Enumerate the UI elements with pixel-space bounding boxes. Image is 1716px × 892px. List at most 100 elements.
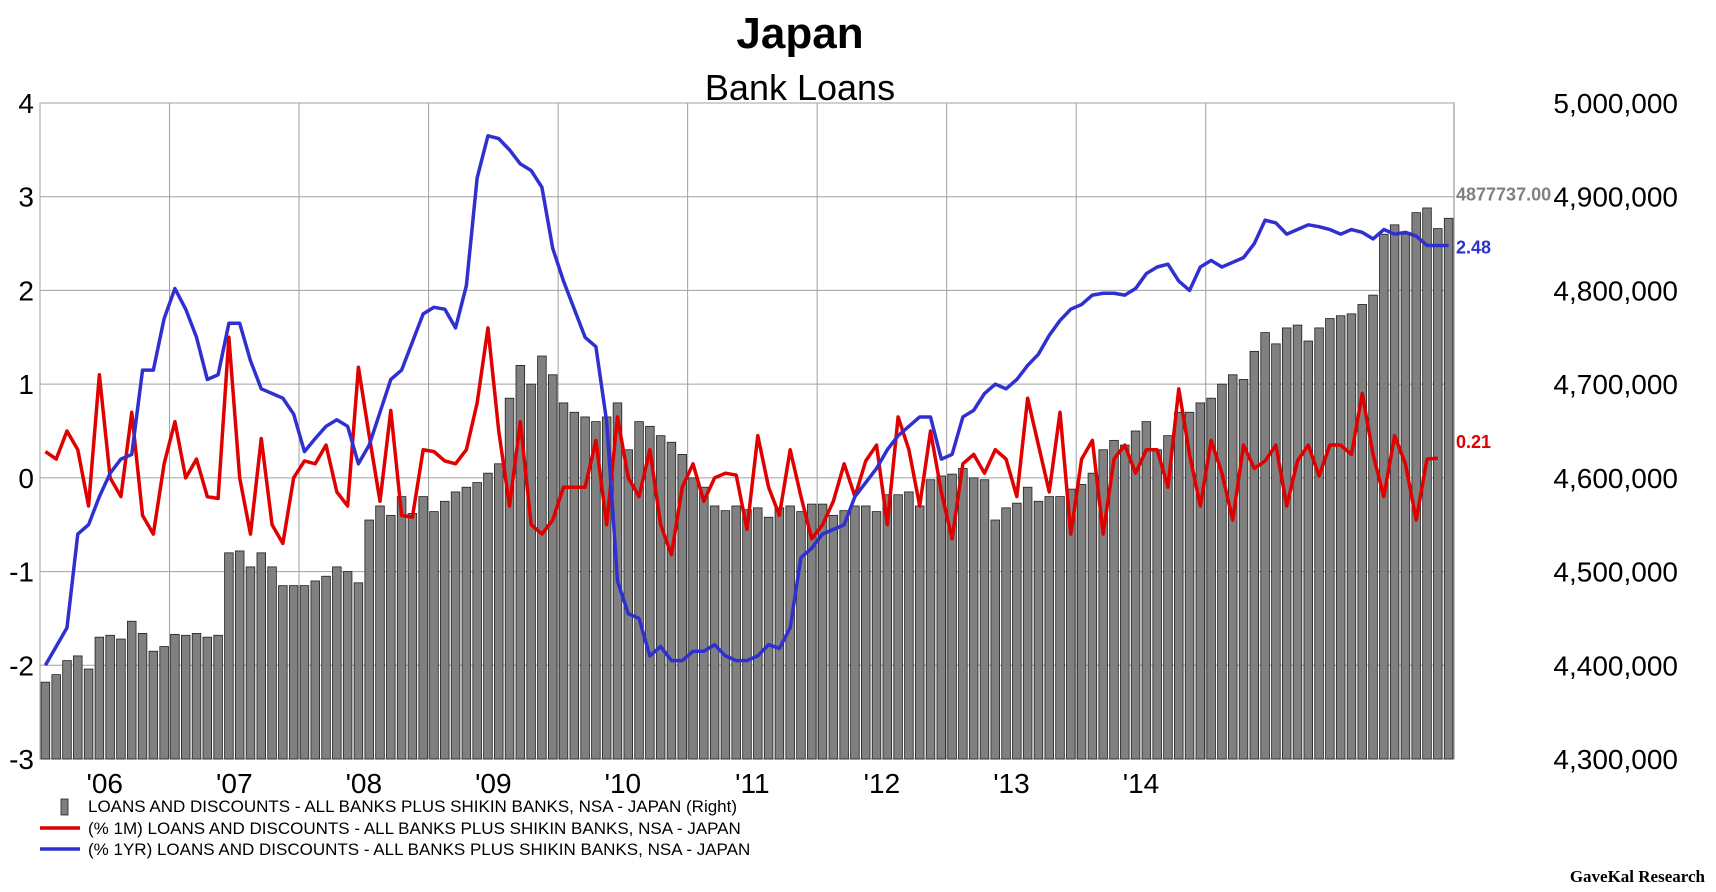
bar (364, 519, 374, 760)
bar (904, 491, 914, 760)
bar (1357, 304, 1367, 760)
bar (990, 519, 1000, 760)
bar (1303, 340, 1313, 760)
bar (213, 634, 223, 760)
bar (375, 505, 385, 760)
bar (1130, 430, 1141, 760)
bar (1314, 327, 1324, 760)
legend-label: (% 1M) LOANS AND DISCOUNTS - ALL BANKS P… (88, 819, 741, 838)
last-value-1m: 0.21 (1456, 432, 1491, 452)
bar (958, 468, 968, 760)
bar (688, 477, 698, 760)
y-right-tick-label: 4,900,000 (1553, 182, 1678, 213)
last-value-1yr: 2.48 (1456, 237, 1491, 257)
bar (861, 505, 871, 760)
y-right-tick-label: 4,500,000 (1553, 557, 1678, 588)
bar (580, 416, 590, 760)
chart-title: Japan (736, 9, 863, 58)
bar (947, 473, 957, 760)
bar (1281, 327, 1292, 760)
bar (494, 463, 504, 760)
bar (882, 494, 893, 760)
bar (1411, 212, 1421, 760)
bar (753, 507, 763, 760)
bar (245, 566, 256, 760)
bar (655, 435, 666, 760)
bar (1012, 502, 1022, 760)
y-left-tick-label: 3 (18, 182, 34, 213)
last-value-labels: 4877737.00 0.21 2.48 (1456, 184, 1551, 452)
bar (472, 482, 482, 760)
bar (591, 421, 601, 760)
bar (105, 634, 115, 760)
bar (979, 479, 990, 760)
bar (1001, 507, 1011, 760)
bar (1174, 411, 1184, 760)
y-left-tick-label: 2 (18, 275, 34, 306)
bar (742, 509, 752, 760)
bar (332, 566, 342, 760)
bar (1249, 350, 1260, 760)
bar (1335, 315, 1346, 760)
bar (1044, 496, 1054, 760)
tick-layer: 4 3 2 1 0 -1 -2 -3 5,000,000 4,900,000 4,800,000 4,… (9, 88, 1678, 799)
bar (893, 494, 903, 760)
bar (321, 575, 331, 760)
y-left-tick-label: -3 (9, 744, 34, 775)
bar (234, 550, 245, 760)
legend-label: LOANS AND DISCOUNTS - ALL BANKS PLUS SHI… (88, 797, 737, 816)
bar (1184, 411, 1195, 760)
bar (440, 500, 450, 760)
y-left-tick-label: 1 (18, 369, 34, 400)
bar (720, 510, 731, 760)
bar (925, 479, 936, 760)
bar (763, 516, 774, 760)
bar (116, 638, 126, 760)
y-right-tick-label: 5,000,000 (1553, 88, 1678, 119)
bar (40, 681, 51, 760)
y-right-tick-label: 4,600,000 (1553, 463, 1678, 494)
bar (914, 505, 925, 760)
y-left-tick-label: 0 (18, 463, 34, 494)
bar (839, 510, 849, 760)
bar (1228, 374, 1238, 760)
bar (547, 374, 558, 760)
y-left-tick-label: -1 (9, 557, 34, 588)
bar (137, 633, 148, 760)
x-tick-label: '08 (346, 768, 383, 799)
bar (170, 633, 180, 760)
bar (558, 402, 569, 760)
bar (1055, 496, 1065, 760)
bar (127, 620, 137, 760)
bar (1325, 318, 1335, 760)
x-tick-label: '13 (993, 768, 1030, 799)
bar (267, 566, 277, 760)
bar (256, 552, 266, 760)
bar (645, 425, 655, 760)
bar (1087, 472, 1098, 760)
y-left-tick-label: -2 (9, 650, 34, 681)
bar (224, 552, 234, 760)
bar (1368, 294, 1378, 760)
bar (709, 505, 720, 760)
bar (968, 477, 979, 760)
bar (731, 505, 741, 760)
x-tick-label: '12 (864, 768, 901, 799)
bar (83, 668, 94, 760)
x-tick-label: '07 (216, 768, 253, 799)
bar (537, 355, 547, 760)
bar (1260, 332, 1270, 760)
bar (1033, 500, 1044, 760)
bar (1109, 439, 1119, 760)
bar (828, 514, 839, 760)
bar (429, 511, 439, 760)
bar (94, 636, 105, 760)
bar (310, 580, 320, 760)
x-tick-label: '14 (1123, 768, 1160, 799)
bar (569, 411, 580, 760)
bar (504, 397, 515, 760)
bar (1098, 449, 1108, 760)
bar (1346, 313, 1357, 760)
bar (353, 582, 364, 760)
bar (1443, 217, 1454, 760)
